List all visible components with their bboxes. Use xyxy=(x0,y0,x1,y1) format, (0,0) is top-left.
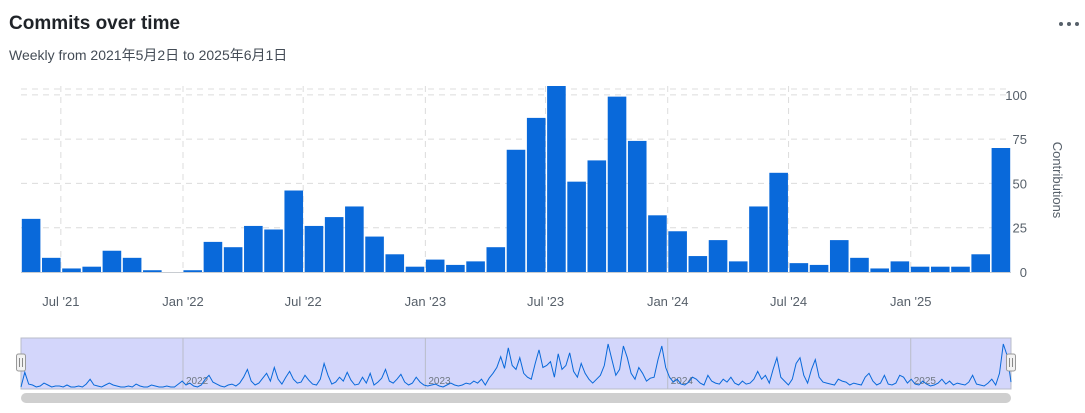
bars xyxy=(21,86,1011,272)
navigator-selection[interactable] xyxy=(20,337,1012,390)
bar[interactable] xyxy=(587,160,607,272)
bar[interactable] xyxy=(708,240,728,272)
bar[interactable] xyxy=(82,266,102,272)
bar[interactable] xyxy=(62,268,81,272)
y-tick-label: 0 xyxy=(1020,265,1027,280)
y-axis: 0 25 50 75 100 xyxy=(1005,88,1027,280)
bar[interactable] xyxy=(486,247,506,272)
bar[interactable] xyxy=(365,236,384,272)
y-tick-label: 50 xyxy=(1013,176,1027,191)
bar[interactable] xyxy=(264,229,283,272)
bar[interactable] xyxy=(223,247,243,272)
bar[interactable] xyxy=(183,270,203,272)
bar[interactable] xyxy=(122,257,142,272)
chart-subtitle: Weekly from 2021年5月2日 to 2025年6月1日 xyxy=(9,47,288,63)
x-tick-label: Jul '21 xyxy=(42,294,79,309)
y-tick-label: 100 xyxy=(1005,88,1027,103)
bar[interactable] xyxy=(567,181,586,272)
bar[interactable] xyxy=(526,117,546,272)
bar[interactable] xyxy=(728,261,748,272)
bar[interactable] xyxy=(143,270,162,272)
bar[interactable] xyxy=(627,140,647,272)
bar[interactable] xyxy=(425,259,445,272)
bar[interactable] xyxy=(324,217,344,272)
bar[interactable] xyxy=(749,206,768,272)
navigator-right-handle[interactable] xyxy=(1006,353,1016,372)
bar[interactable] xyxy=(102,250,122,272)
y-tick-label: 25 xyxy=(1013,221,1027,236)
grid xyxy=(21,86,1011,273)
bar[interactable] xyxy=(688,256,708,272)
navigator-left-handle[interactable] xyxy=(16,353,26,372)
bar[interactable] xyxy=(284,190,304,272)
bar[interactable] xyxy=(607,96,627,272)
bar[interactable] xyxy=(971,254,990,272)
more-horizontal-icon xyxy=(1059,22,1063,26)
x-tick-label: Jan '24 xyxy=(647,294,689,309)
bar[interactable] xyxy=(809,264,829,272)
bar[interactable] xyxy=(405,266,425,272)
bar[interactable] xyxy=(466,261,485,272)
navigator-year-label: 2024 xyxy=(671,376,694,387)
bar[interactable] xyxy=(668,231,687,272)
navigator-year-label: 2025 xyxy=(914,376,937,387)
navigator-scrollbar[interactable] xyxy=(21,393,1011,403)
x-tick-label: Jan '23 xyxy=(405,294,447,309)
x-tick-label: Jan '25 xyxy=(890,294,932,309)
x-axis: Jul '21 Jan '22 Jul '22 Jan '23 Jul '23 Jan '… xyxy=(42,294,931,309)
bar[interactable] xyxy=(870,268,889,272)
bar[interactable] xyxy=(244,225,263,272)
bar[interactable] xyxy=(910,266,930,272)
bar[interactable] xyxy=(42,257,61,272)
navigator-year-label: 2022 xyxy=(186,376,209,387)
bar[interactable] xyxy=(21,218,41,272)
bar[interactable] xyxy=(890,261,910,272)
x-tick-label: Jul '22 xyxy=(285,294,322,309)
bar[interactable] xyxy=(304,225,324,272)
bar[interactable] xyxy=(930,266,950,272)
bar[interactable] xyxy=(446,264,465,272)
bar[interactable] xyxy=(506,149,526,272)
range-navigator[interactable]: 2022 2023 2024 2025 xyxy=(16,337,1016,403)
bar[interactable] xyxy=(991,148,1011,272)
bar[interactable] xyxy=(829,240,849,272)
x-tick-label: Jul '23 xyxy=(527,294,564,309)
x-tick-label: Jul '24 xyxy=(770,294,807,309)
bar[interactable] xyxy=(850,257,869,272)
bar[interactable] xyxy=(648,215,667,272)
bar[interactable] xyxy=(769,172,788,272)
chart-title: Commits over time xyxy=(9,13,181,34)
navigator-series-line xyxy=(20,343,1012,388)
navigator-year-label: 2023 xyxy=(428,376,451,387)
bar[interactable] xyxy=(345,206,364,272)
y-tick-label: 75 xyxy=(1013,132,1027,147)
x-tick-label: Jan '22 xyxy=(162,294,204,309)
y-axis-label: Contributions xyxy=(1050,142,1065,219)
bar[interactable] xyxy=(547,86,566,272)
bar[interactable] xyxy=(385,254,405,272)
more-options-button[interactable] xyxy=(1056,10,1082,36)
bar[interactable] xyxy=(789,263,809,272)
bar[interactable] xyxy=(951,266,970,272)
bar[interactable] xyxy=(203,241,223,272)
